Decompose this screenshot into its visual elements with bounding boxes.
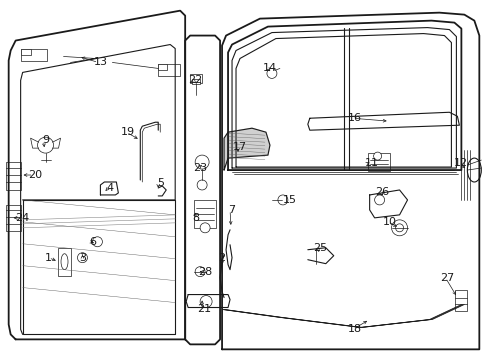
Circle shape xyxy=(195,155,209,169)
Text: 27: 27 xyxy=(439,273,454,283)
Text: 28: 28 xyxy=(198,267,212,276)
Bar xyxy=(58,248,71,276)
Text: 12: 12 xyxy=(453,158,468,168)
Circle shape xyxy=(77,253,87,263)
Text: 20: 20 xyxy=(28,170,42,180)
Text: 1: 1 xyxy=(45,253,52,263)
Text: 16: 16 xyxy=(347,113,361,123)
Bar xyxy=(6,162,20,190)
Text: 26: 26 xyxy=(375,187,389,197)
Circle shape xyxy=(195,267,204,276)
Circle shape xyxy=(266,68,276,78)
Text: 18: 18 xyxy=(347,324,361,334)
Ellipse shape xyxy=(467,158,480,182)
Bar xyxy=(192,80,200,84)
Circle shape xyxy=(395,224,403,232)
Text: 11: 11 xyxy=(364,158,378,168)
Text: 13: 13 xyxy=(93,58,107,67)
Circle shape xyxy=(200,296,212,307)
Bar xyxy=(194,200,216,228)
Text: 24: 24 xyxy=(16,213,30,223)
Text: 7: 7 xyxy=(228,205,235,215)
Circle shape xyxy=(373,152,381,160)
Text: 10: 10 xyxy=(382,217,396,227)
Text: 23: 23 xyxy=(193,163,207,173)
Bar xyxy=(158,64,180,76)
Text: 5: 5 xyxy=(157,178,163,188)
Circle shape xyxy=(38,137,53,153)
Text: 8: 8 xyxy=(192,213,199,223)
Text: 3: 3 xyxy=(79,253,86,263)
Circle shape xyxy=(200,223,210,233)
Polygon shape xyxy=(224,128,269,170)
Text: 15: 15 xyxy=(282,195,296,205)
Text: 22: 22 xyxy=(187,75,202,85)
Text: 14: 14 xyxy=(263,63,276,73)
Bar xyxy=(367,153,389,171)
Circle shape xyxy=(197,180,207,190)
Text: 6: 6 xyxy=(89,237,96,247)
Text: 2: 2 xyxy=(218,253,225,263)
Text: 19: 19 xyxy=(121,127,135,137)
Text: 17: 17 xyxy=(232,142,246,152)
Bar xyxy=(190,75,202,84)
Circle shape xyxy=(391,220,407,236)
Bar xyxy=(158,64,167,71)
Text: 9: 9 xyxy=(42,135,49,145)
Circle shape xyxy=(92,237,102,247)
Circle shape xyxy=(374,195,384,205)
Text: 25: 25 xyxy=(312,243,326,253)
Text: 21: 21 xyxy=(197,305,211,315)
Bar xyxy=(6,205,20,231)
Bar xyxy=(20,49,46,62)
Text: 4: 4 xyxy=(106,183,114,193)
Ellipse shape xyxy=(61,254,68,270)
Bar xyxy=(454,289,467,311)
Bar xyxy=(20,49,31,55)
Circle shape xyxy=(277,195,287,205)
